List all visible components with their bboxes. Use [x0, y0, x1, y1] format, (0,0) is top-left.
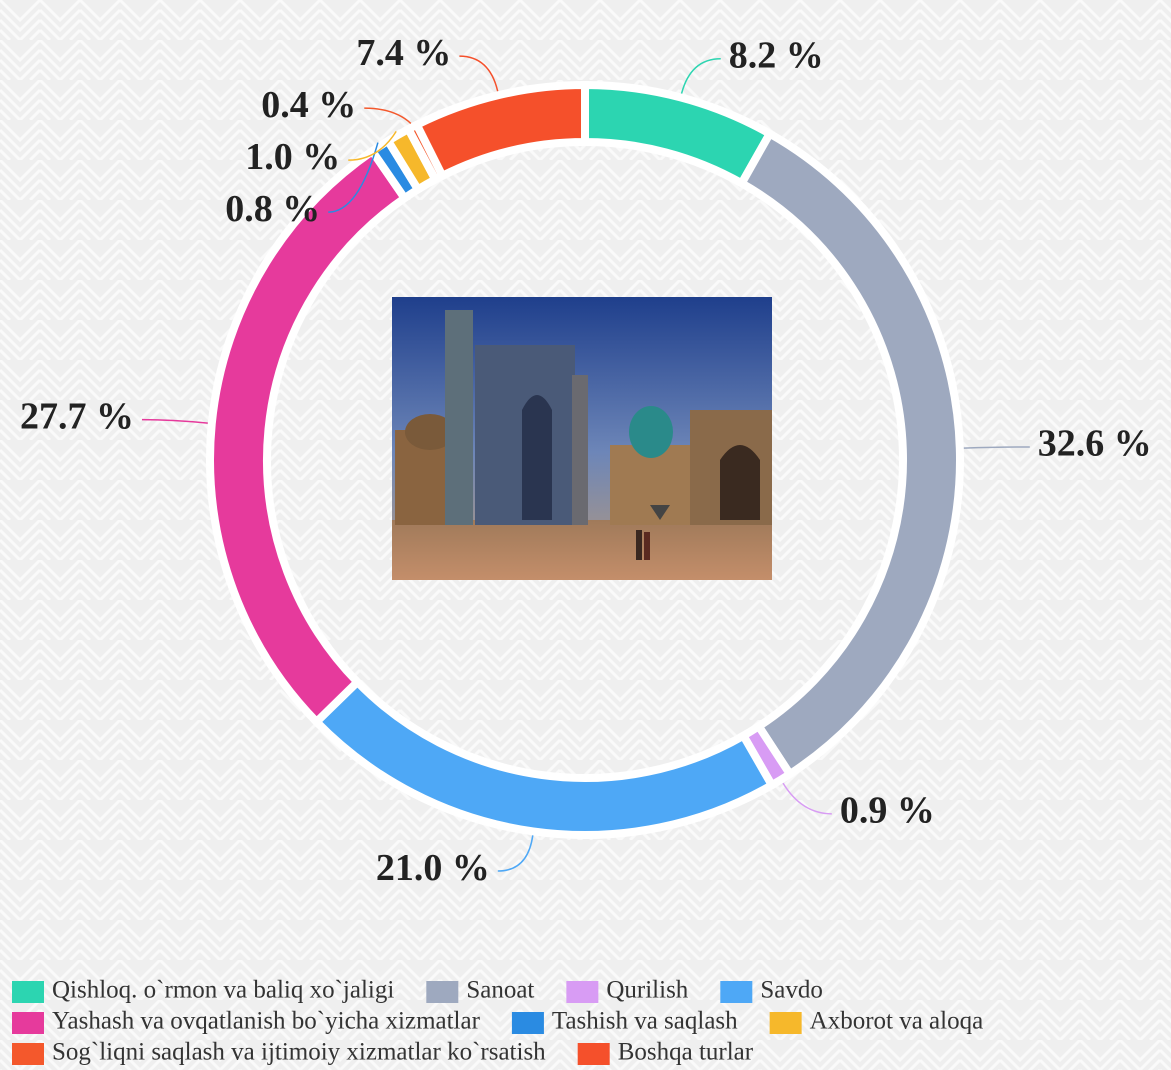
leader-line: [364, 107, 412, 124]
legend-swatch: [12, 1043, 44, 1065]
data-label: 0.8 %: [225, 188, 320, 230]
data-label: 32.6 %: [1038, 423, 1152, 465]
center-photo: [392, 297, 772, 580]
legend-label: Sanoat: [466, 977, 534, 1004]
legend-swatch: [566, 981, 599, 1003]
legend-label: Qishloq. o`rmon va baliq xo`jaligi: [52, 977, 394, 1004]
legend-label: Savdo: [760, 977, 823, 1004]
legend-swatch: [769, 1012, 802, 1034]
leader-line: [459, 55, 499, 92]
legend-label: Axborot va aloqa: [810, 1008, 984, 1035]
data-label: 0.4 %: [261, 84, 356, 126]
legend-swatch: [511, 1012, 544, 1034]
data-label: 0.9 %: [840, 790, 935, 832]
data-label: 7.4 %: [356, 32, 451, 74]
legend-label: Qurilish: [606, 977, 688, 1004]
legend-swatch: [12, 981, 44, 1003]
data-label: 1.0 %: [245, 136, 340, 178]
leader-line: [782, 782, 832, 815]
donut-slice: [411, 80, 589, 182]
legend-label: Boshqa turlar: [618, 1039, 754, 1066]
data-label: 21.0 %: [376, 847, 490, 889]
leader-line: [328, 142, 379, 213]
leader-line: [963, 446, 1030, 449]
legend-swatch: [12, 1012, 44, 1034]
leader-line: [680, 57, 721, 94]
legend-swatch: [426, 981, 459, 1003]
leader-line: [348, 130, 397, 161]
data-label: 27.7 %: [20, 395, 134, 437]
legend-label: Yashash va ovqatlanish bo`yicha xizmatla…: [52, 1008, 481, 1035]
legend-swatch: [577, 1043, 610, 1065]
data-label: 8.2 %: [729, 34, 824, 76]
legend-label: Sog`liqni saqlash va ijtimoiy xizmatlar …: [52, 1039, 546, 1066]
leader-line: [497, 835, 534, 872]
legend-swatch: [720, 981, 753, 1003]
leader-line: [141, 418, 208, 424]
legend-label: Tashish va saqlash: [552, 1008, 738, 1035]
